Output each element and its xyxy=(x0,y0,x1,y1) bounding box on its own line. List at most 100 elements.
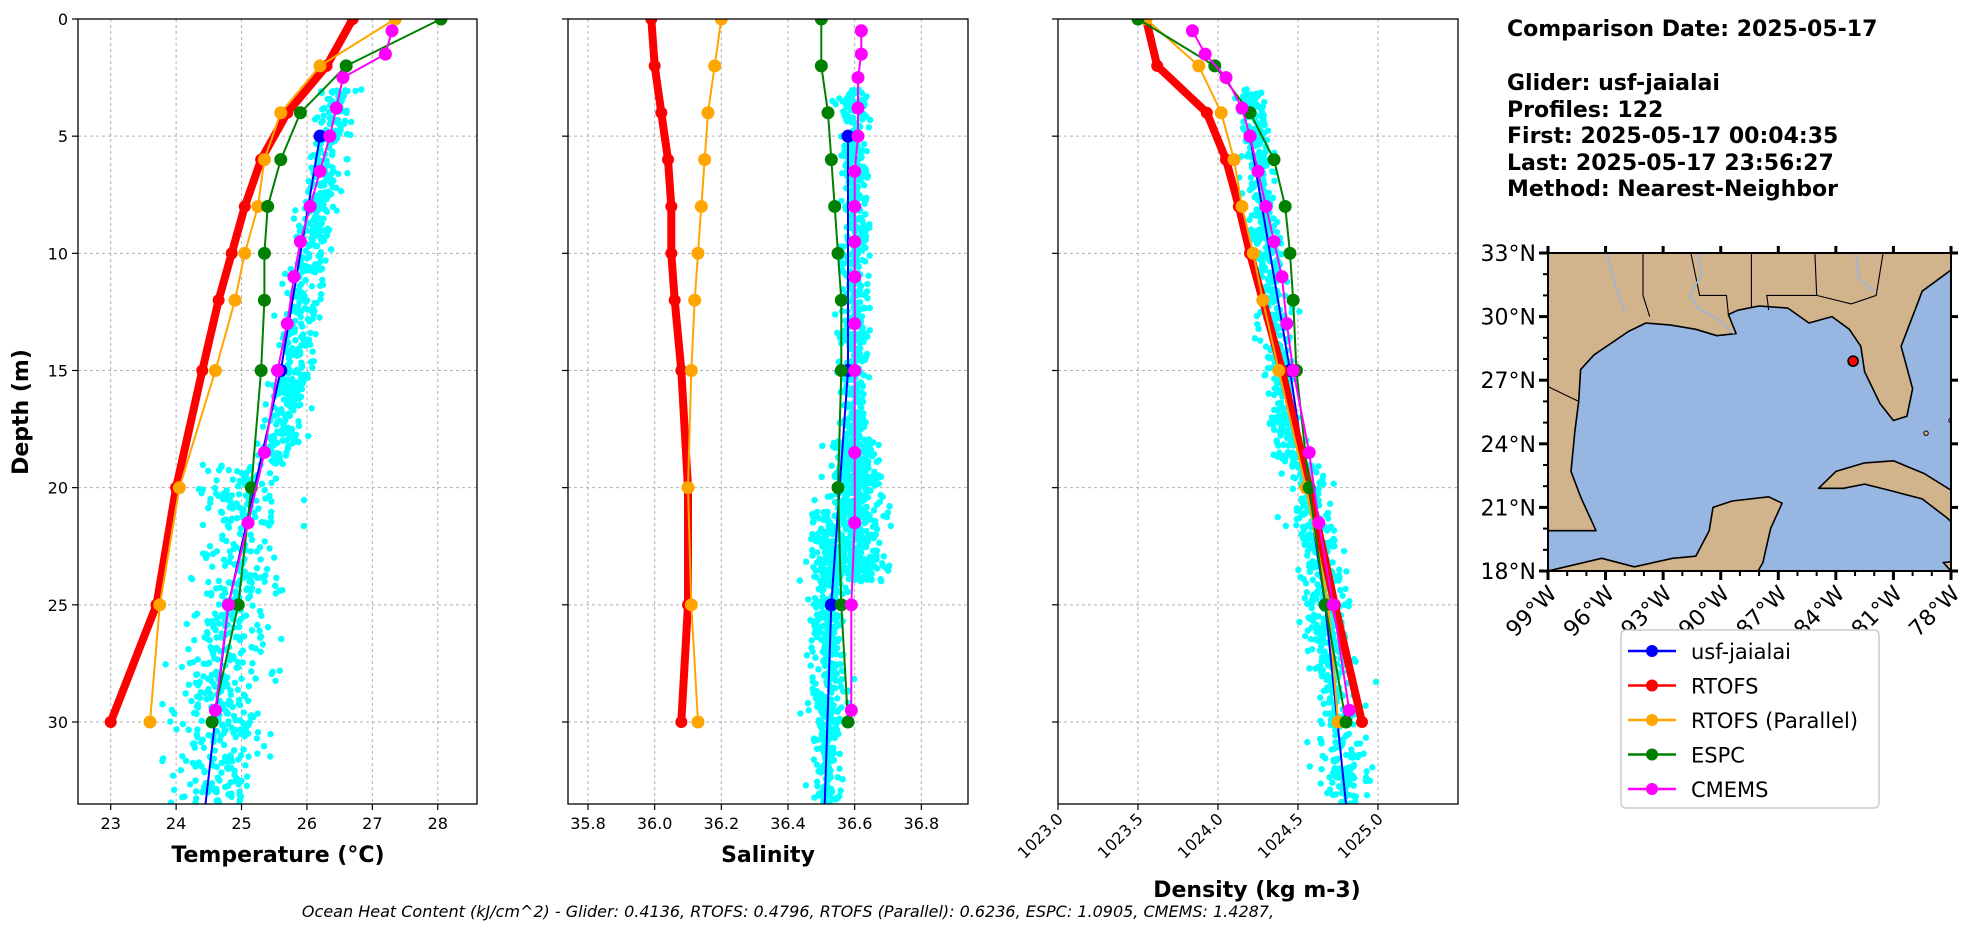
glider-scatter-point xyxy=(855,263,863,270)
glider-scatter-point xyxy=(228,793,235,800)
glider-scatter-point xyxy=(837,683,845,690)
glider-scatter-point xyxy=(834,567,841,575)
glider-scatter-point xyxy=(312,232,319,239)
glider-scatter-point xyxy=(347,131,354,139)
glider-scatter-point xyxy=(1276,332,1284,339)
glider-scatter-point xyxy=(308,283,316,290)
glider-scatter-point xyxy=(186,781,194,788)
glider-scatter-point xyxy=(233,664,240,671)
data-point-cmems xyxy=(280,317,294,331)
glider-scatter-point xyxy=(815,716,823,724)
data-point-cmems xyxy=(329,101,343,115)
data-point-espc xyxy=(824,153,838,167)
data-point-rtofs-parallel xyxy=(1227,153,1241,167)
glider-scatter-point xyxy=(1247,226,1255,233)
density-axis-label: Density (kg m-3) xyxy=(1153,878,1361,903)
data-point-cmems xyxy=(848,164,862,178)
glider-scatter-point xyxy=(856,192,863,199)
glider-scatter-point xyxy=(179,720,187,728)
density-panel: 1023.0 1023.5 1024.0 1024.5 1025.0 xyxy=(1014,18,1459,862)
glider-scatter-point xyxy=(1322,755,1329,762)
glider-scatter-point xyxy=(840,473,847,480)
glider-scatter-point xyxy=(1289,485,1297,493)
comparison-date: Comparison Date: 2025-05-17 xyxy=(1507,17,1877,42)
glider-scatter-point xyxy=(211,484,219,492)
glider-scatter-point xyxy=(317,291,325,298)
glider-scatter-point xyxy=(170,786,178,793)
data-point-cmems xyxy=(303,199,317,213)
glider-scatter-point xyxy=(849,87,856,94)
glider-scatter-point xyxy=(1268,414,1276,421)
data-point-cmems xyxy=(1342,703,1356,717)
glider-scatter-point xyxy=(1253,103,1261,110)
glider-scatter-point xyxy=(247,531,254,538)
glider-scatter-point xyxy=(224,710,231,717)
glider-scatter-point xyxy=(328,88,336,95)
glider-scatter-point xyxy=(814,549,821,556)
data-point-cmems xyxy=(848,516,862,530)
glider-scatter-point xyxy=(857,177,864,184)
series-cmems xyxy=(208,24,399,717)
data-point-rtofs-parallel xyxy=(208,363,222,377)
glider-scatter-point xyxy=(1267,271,1274,278)
depth-axis-label: Depth (m) xyxy=(9,349,34,475)
glider-scatter-point xyxy=(1289,463,1296,470)
glider-scatter-point xyxy=(837,787,844,794)
glider-scatter-point xyxy=(1273,377,1280,384)
glider-scatter-point xyxy=(183,620,191,628)
glider-scatter-point xyxy=(805,707,812,714)
glider-scatter-point xyxy=(273,450,281,457)
glider-scatter-point xyxy=(315,196,322,204)
data-point-espc xyxy=(821,106,835,120)
glider-scatter-point xyxy=(1301,632,1309,640)
glider-scatter-point xyxy=(845,158,853,165)
glider-scatter-point xyxy=(831,472,839,479)
data-point-cmems xyxy=(1326,598,1340,612)
glider-scatter-point xyxy=(1302,509,1309,516)
data-point-rtofs xyxy=(1200,106,1213,119)
data-point-rtofs xyxy=(655,106,668,119)
glider-scatter-point xyxy=(199,788,206,796)
glider-scatter-point xyxy=(1315,463,1322,470)
glider-scatter-point xyxy=(220,556,228,563)
glider-scatter-point xyxy=(242,492,250,499)
glider-scatter-point xyxy=(321,104,328,112)
glider-scatter-point xyxy=(260,742,268,750)
glider-scatter-point xyxy=(870,451,878,458)
data-point-cmems xyxy=(1267,235,1281,249)
data-point-cmems xyxy=(854,47,868,61)
glider-scatter-point xyxy=(855,348,863,356)
glider-scatter-point xyxy=(254,750,261,757)
data-point-rtofs xyxy=(665,247,678,260)
data-point-espc xyxy=(257,246,271,260)
glider-scatter-point xyxy=(814,700,822,707)
glider-scatter-point xyxy=(337,127,344,134)
glider-scatter-point xyxy=(246,466,253,474)
glider-scatter-point xyxy=(255,587,262,595)
glider-scatter-point xyxy=(1351,798,1359,804)
glider-scatter-point xyxy=(1278,405,1286,412)
glider-scatter-point xyxy=(842,584,849,592)
glider-scatter-point xyxy=(855,331,862,338)
glider-scatter-point xyxy=(271,312,278,319)
glider-scatter-point xyxy=(1332,732,1339,739)
glider-scatter-point xyxy=(826,735,833,742)
glider-scatter-point xyxy=(333,87,341,94)
glider-scatter-point xyxy=(333,207,340,214)
glider-scatter-point xyxy=(1326,786,1334,793)
data-point-rtofs xyxy=(196,364,209,377)
x-tick-label: 36.4 xyxy=(770,814,806,833)
glider-scatter-point xyxy=(821,672,828,679)
glider-scatter-point xyxy=(1339,739,1346,746)
glider-scatter-point xyxy=(836,765,843,772)
glider-scatter-point xyxy=(297,313,304,320)
glider-scatter-point xyxy=(296,287,304,295)
glider-scatter-point xyxy=(317,295,324,303)
glider-scatter-point xyxy=(201,634,208,641)
glider-scatter-point xyxy=(329,151,336,159)
glider-scatter-point xyxy=(860,446,867,453)
glider-scatter-point xyxy=(1262,343,1270,350)
glider-scatter-point xyxy=(185,681,193,688)
glider-scatter-point xyxy=(325,175,332,183)
glider-scatter-point xyxy=(199,461,207,469)
